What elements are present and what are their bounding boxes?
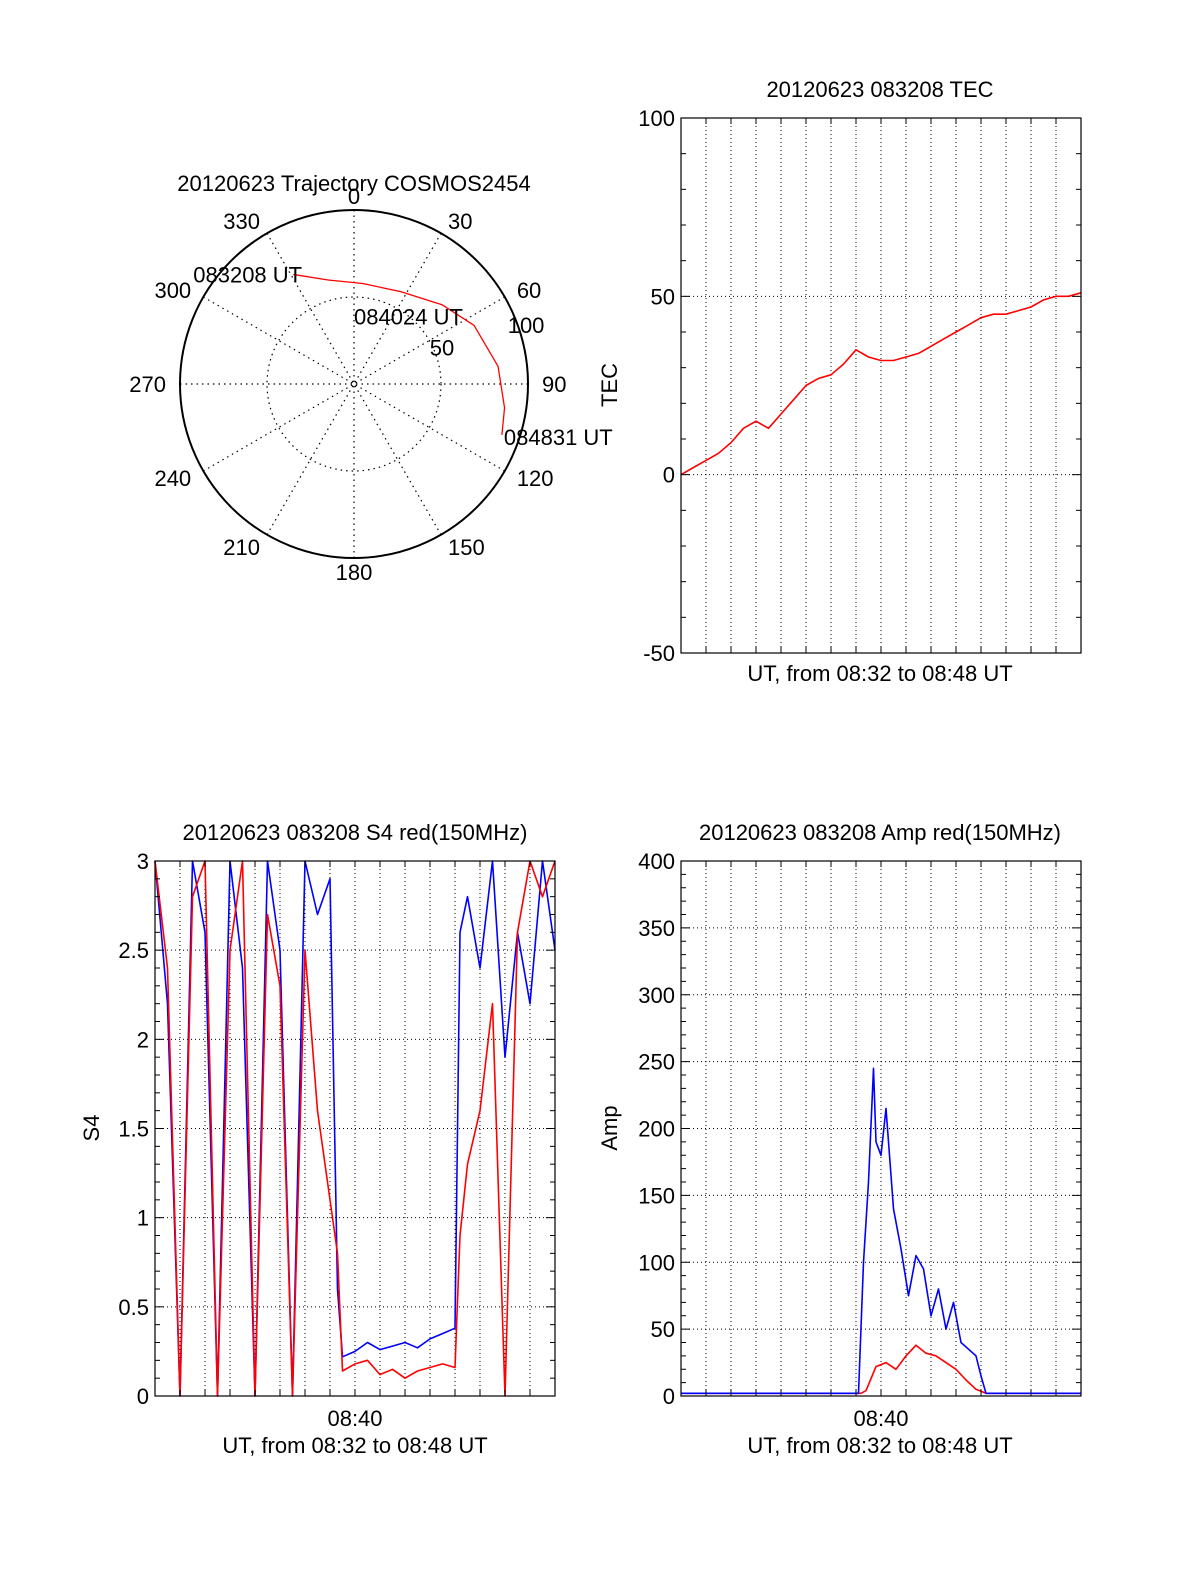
trajectory-time-labels: 083208 UT 084024 UT 084831 UT bbox=[193, 262, 613, 449]
y-tick-label: 400 bbox=[638, 849, 675, 874]
y-tick-label: 50 bbox=[651, 1317, 675, 1342]
y-tick-label: 2.5 bbox=[118, 938, 149, 963]
s4-xlabel: UT, from 08:32 to 08:48 UT bbox=[222, 1433, 487, 1458]
y-tick-label: 150 bbox=[638, 1183, 675, 1208]
y-axis: 0 0.5 1 1.5 2 2.5 3 bbox=[118, 849, 555, 1409]
y-tick-label: -50 bbox=[643, 641, 675, 666]
y-tick-label: 250 bbox=[638, 1050, 675, 1075]
polar-angle-label: 330 bbox=[223, 209, 260, 234]
trajectory-track bbox=[293, 273, 506, 435]
y-tick-label: 350 bbox=[638, 916, 675, 941]
tec-ylabel: TEC bbox=[597, 363, 622, 407]
x-axis bbox=[680, 118, 1082, 653]
polar-angle-label: 300 bbox=[154, 278, 191, 303]
y-tick-label: 300 bbox=[638, 983, 675, 1008]
amp-xlabel: UT, from 08:32 to 08:48 UT bbox=[747, 1433, 1012, 1458]
series-line-1 bbox=[154, 860, 556, 1397]
polar-angle-label: 240 bbox=[154, 466, 191, 491]
polar-angle-label: 30 bbox=[448, 209, 472, 234]
amp-ylabel: Amp bbox=[597, 1105, 622, 1150]
y-tick-label: 0 bbox=[137, 1384, 149, 1409]
x-axis: 08:40 bbox=[154, 861, 556, 1431]
y-tick-label: 0.5 bbox=[118, 1295, 149, 1320]
y-tick-label: 100 bbox=[638, 1250, 675, 1275]
polar-radial-label: 100 bbox=[508, 313, 545, 338]
polar-angle-label: 210 bbox=[223, 535, 260, 560]
trajectory-time-label: 084831 UT bbox=[504, 425, 613, 450]
grid-lines bbox=[681, 861, 1081, 1396]
x-axis: 08:40 bbox=[680, 861, 1082, 1431]
polar-angle-label: 0 bbox=[348, 184, 360, 209]
trajectory-line bbox=[293, 273, 506, 435]
y-tick-label: 0 bbox=[663, 1384, 675, 1409]
y-tick-label: 0 bbox=[663, 463, 675, 488]
y-tick-label: 1 bbox=[137, 1206, 149, 1231]
y-tick-label: 1.5 bbox=[118, 1117, 149, 1142]
y-tick-label: 200 bbox=[638, 1117, 675, 1142]
trajectory-title: 20120623 Trajectory COSMOS2454 bbox=[177, 171, 530, 196]
tec-chart: 20120623 083208 TEC UT, from 08:32 to 08… bbox=[597, 77, 1082, 686]
grid-lines bbox=[155, 861, 555, 1396]
polar-angle-label: 270 bbox=[129, 372, 166, 397]
grid-lines bbox=[681, 118, 1081, 653]
polar-angle-labels: 0 30 60 90 120 150 180 210 240 270 300 330 bbox=[129, 184, 566, 585]
series-line-1 bbox=[681, 1067, 1081, 1395]
s4-ylabel: S4 bbox=[79, 1115, 104, 1142]
s4-chart: 20120623 083208 S4 red(150MHz) UT, from … bbox=[79, 820, 556, 1458]
y-tick-label: 3 bbox=[137, 849, 149, 874]
series-line-0 bbox=[680, 292, 1082, 476]
x-tick-label: 08:40 bbox=[853, 1406, 908, 1431]
x-tick-label: 08:40 bbox=[327, 1406, 382, 1431]
polar-angle-label: 120 bbox=[517, 466, 554, 491]
series-line-0 bbox=[681, 1344, 1081, 1395]
y-axis: 0 50 100 150 200 250 300 350 400 bbox=[638, 849, 1081, 1409]
tec-title: 20120623 083208 TEC bbox=[766, 77, 993, 102]
polar-grid bbox=[179, 209, 529, 559]
amp-title: 20120623 083208 Amp red(150MHz) bbox=[699, 820, 1061, 845]
polar-angle-label: 60 bbox=[517, 278, 541, 303]
polar-angle-label: 150 bbox=[448, 535, 485, 560]
trajectory-time-label: 083208 UT bbox=[193, 262, 302, 287]
amp-chart: 20120623 083208 Amp red(150MHz) UT, from… bbox=[597, 820, 1082, 1458]
y-tick-label: 100 bbox=[638, 106, 675, 131]
tec-xlabel: UT, from 08:32 to 08:48 UT bbox=[747, 661, 1012, 686]
polar-inner-circle bbox=[266, 296, 442, 472]
polar-radial-label: 50 bbox=[430, 335, 454, 360]
polar-radial-labels: 50 100 bbox=[430, 313, 545, 361]
trajectory-time-label: 084024 UT bbox=[354, 305, 463, 330]
y-axis: -50 0 50 100 bbox=[638, 106, 1081, 666]
polar-angle-label: 180 bbox=[336, 560, 373, 585]
trajectory-polar-chart: 20120623 Trajectory COSMOS2454 0 30 60 90 12… bbox=[129, 171, 612, 585]
polar-angle-label: 90 bbox=[542, 372, 566, 397]
series-line-0 bbox=[154, 860, 556, 1397]
y-tick-label: 50 bbox=[651, 284, 675, 309]
s4-title: 20120623 083208 S4 red(150MHz) bbox=[183, 820, 528, 845]
y-tick-label: 2 bbox=[137, 1027, 149, 1052]
